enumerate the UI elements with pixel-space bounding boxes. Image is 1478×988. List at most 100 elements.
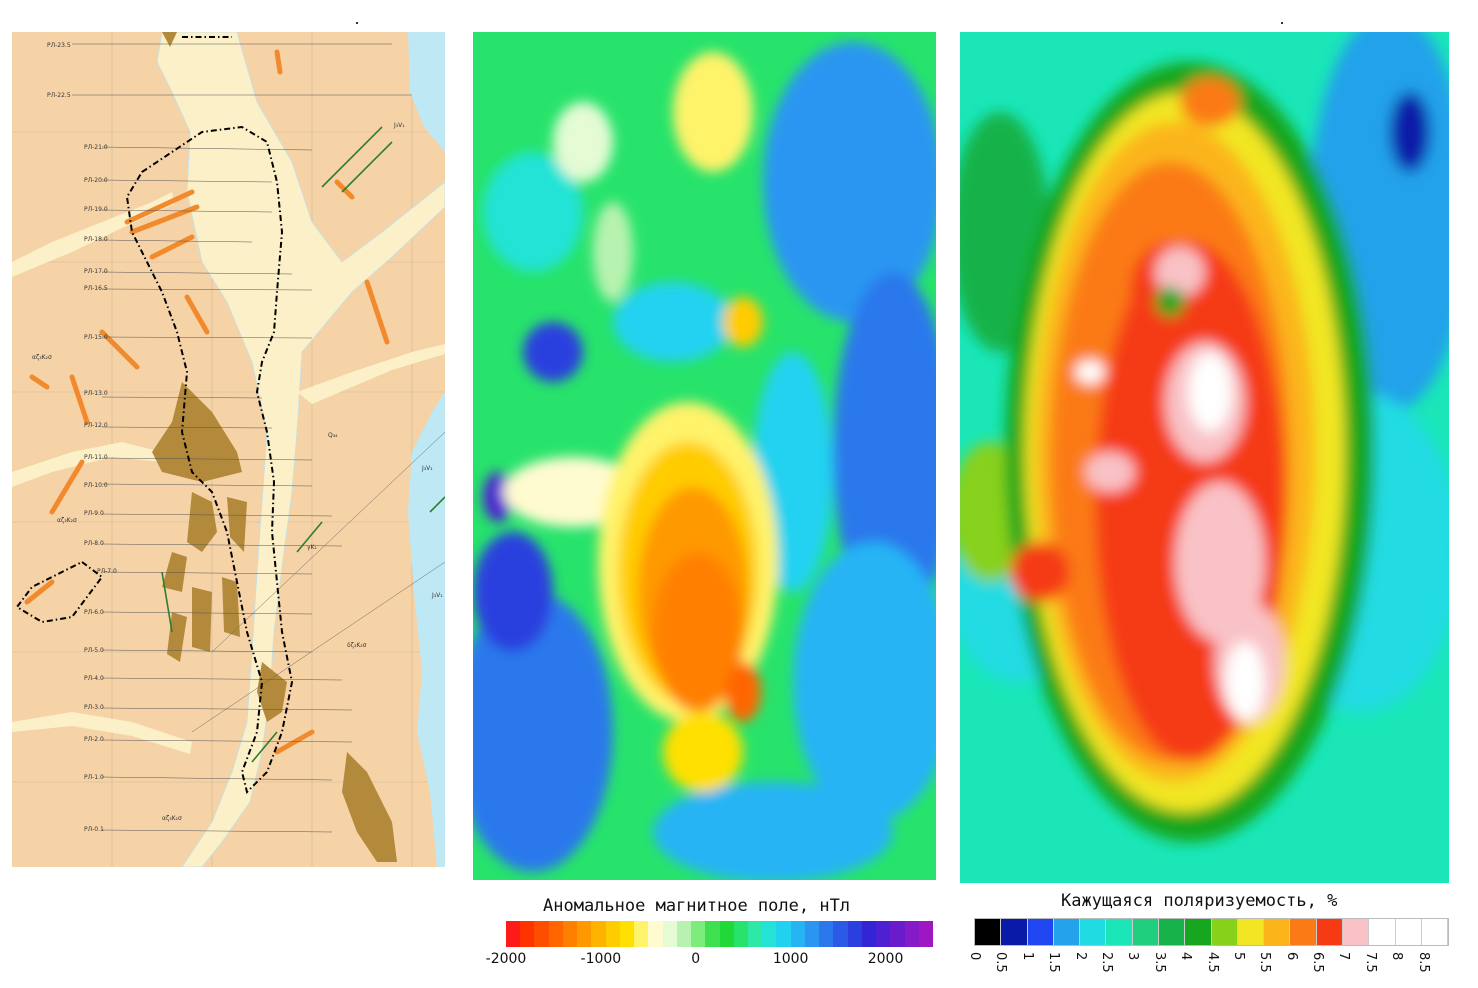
magnetic-tick-label: 1000 — [772, 951, 809, 967]
polarizability-color-bar — [974, 918, 1449, 946]
symbol-label: αζ₃K₂σ — [162, 815, 182, 822]
polarizability-tick-label: 6.5 — [1310, 952, 1326, 973]
profile-label: PЛ-20.0 — [84, 177, 108, 184]
fault-lines — [161, 126, 445, 763]
magnetic-color-swatch — [534, 921, 549, 947]
geology-map: PЛ-23.5 PЛ-22.5 PЛ-21.0 PЛ-20.0 PЛ-19.0 … — [12, 32, 445, 867]
ore-zone-contour — [15, 36, 294, 794]
magnetic-color-swatch — [904, 921, 919, 947]
symbol-label: J₃V₁ — [394, 122, 405, 129]
polarizability-tick-label: 4 — [1178, 952, 1194, 961]
profile-label: PЛ-18.0 — [84, 236, 108, 243]
magnetic-color-swatch — [776, 921, 791, 947]
polarizability-tick-label: 0.5 — [993, 952, 1009, 973]
geology-map-svg — [12, 32, 445, 867]
polarizability-tick-label: 1 — [1019, 952, 1035, 961]
magnetic-color-swatch — [876, 921, 891, 947]
polarizability-color-swatch — [1132, 919, 1159, 945]
magnetic-color-swatch — [691, 921, 706, 947]
magnetic-color-swatch — [662, 921, 677, 947]
polarizability-tick-label: 6 — [1283, 952, 1299, 961]
polarizability-color-swatch — [1421, 919, 1449, 945]
polarizability-color-swatch — [1264, 919, 1291, 945]
magnetic-color-swatch — [733, 921, 748, 947]
polarizability-color-swatch — [1211, 919, 1238, 945]
profile-label: PЛ-23.5 — [47, 42, 71, 49]
polarizability-color-swatch — [1185, 919, 1212, 945]
profile-label: PЛ-13.0 — [84, 390, 108, 397]
profile-label: PЛ-3.0 — [84, 704, 104, 711]
magnetic-color-swatch — [833, 921, 848, 947]
magnetic-color-bar — [506, 921, 934, 947]
magnetic-color-swatch — [819, 921, 834, 947]
polarizability-color-swatch — [1237, 919, 1265, 945]
polarizability-color-swatch — [1342, 919, 1370, 945]
profile-label: PЛ-7.0 — [97, 568, 117, 575]
magnetic-tick-label: 0 — [691, 951, 701, 967]
polarizability-tick-label: 8.5 — [1415, 952, 1431, 973]
polarizability-color-swatch — [1316, 919, 1343, 945]
magnetic-color-swatch — [676, 921, 692, 947]
profile-label: PЛ-9.0 — [84, 510, 104, 517]
magnetic-color-swatch — [705, 921, 720, 947]
profile-label: PЛ-17.0 — [84, 268, 108, 275]
magnetic-color-swatch — [762, 921, 777, 947]
magnetic-color-swatch — [591, 921, 606, 947]
magnetic-color-swatch — [804, 921, 820, 947]
polarizability-color-swatch — [1001, 919, 1028, 945]
symbol-label: δζ₃K₂σ — [347, 642, 367, 649]
polarizability-color-swatch — [1158, 919, 1186, 945]
profile-label: PЛ-8.0 — [84, 540, 104, 547]
magnetic-color-swatch — [577, 921, 592, 947]
polarizability-tick-label: 5 — [1230, 952, 1246, 961]
symbol-label: αζ₃K₂σ — [32, 354, 52, 361]
profile-label: PЛ-10.0 — [84, 482, 108, 489]
polarizability-color-swatch — [1106, 919, 1133, 945]
magnetic-color-swatch — [861, 921, 877, 947]
profile-label: PЛ-6.0 — [84, 609, 104, 616]
intrusive-bodies — [152, 32, 397, 862]
magnetic-color-swatch — [790, 921, 805, 947]
magnetic-color-swatch — [562, 921, 578, 947]
magnetic-tick-label: 2000 — [867, 951, 904, 967]
polarizability-color-swatch — [1369, 919, 1396, 945]
magnetic-tick-label: -2000 — [485, 951, 527, 967]
profile-label: PЛ-22.5 — [47, 92, 71, 99]
polarizability-color-swatch — [975, 919, 1002, 945]
polarizability-tick-label: 2.5 — [1098, 952, 1114, 973]
polarizability-tick-label: 2 — [1072, 952, 1088, 961]
profile-label: PЛ-4.0 — [84, 675, 104, 682]
symbol-label: γK₁ — [307, 544, 317, 551]
magnetic-color-swatch — [506, 921, 521, 947]
polarizability-color-swatch — [1395, 919, 1422, 945]
magnetic-color-swatch — [918, 921, 934, 947]
profile-label: PЛ-19.0 — [84, 206, 108, 213]
symbol-label: Q₃₄ — [328, 432, 338, 439]
profile-label: PЛ-21.0 — [84, 144, 108, 151]
profile-label: PЛ-2.0 — [84, 736, 104, 743]
symbol-label: αζ₃K₂σ — [57, 517, 77, 524]
magnetic-color-swatch — [605, 921, 620, 947]
profile-label: PЛ-16.5 — [84, 285, 108, 292]
magnetic-color-swatch — [747, 921, 763, 947]
polarizability-map — [960, 32, 1449, 883]
polarizability-tick-label: 8 — [1389, 952, 1405, 961]
magnetic-color-swatch — [648, 921, 663, 947]
polarizability-tick-label: 5.5 — [1257, 952, 1273, 973]
polarizability-color-swatch — [1053, 919, 1081, 945]
polarizability-color-swatch — [1080, 919, 1107, 945]
profile-label: PЛ-0.1 — [84, 826, 104, 833]
polarizability-tick-label: 3 — [1125, 952, 1141, 961]
polarizability-tick-label: 3.5 — [1151, 952, 1167, 973]
magnetic-color-swatch — [719, 921, 734, 947]
profile-label: PЛ-12.0 — [84, 422, 108, 429]
polarizability-legend-title: Кажущаяся поляризуемость, % — [1061, 891, 1338, 911]
profile-label: PЛ-1.0 — [84, 774, 104, 781]
magnetic-color-swatch — [548, 921, 563, 947]
magnetic-color-swatch — [634, 921, 649, 947]
magnetic-field-map — [473, 32, 936, 880]
polarizability-color-swatch — [1027, 919, 1054, 945]
polarizability-svg — [960, 32, 1449, 883]
profile-label: PЛ-15.0 — [84, 334, 108, 341]
magnetic-color-swatch — [520, 921, 535, 947]
